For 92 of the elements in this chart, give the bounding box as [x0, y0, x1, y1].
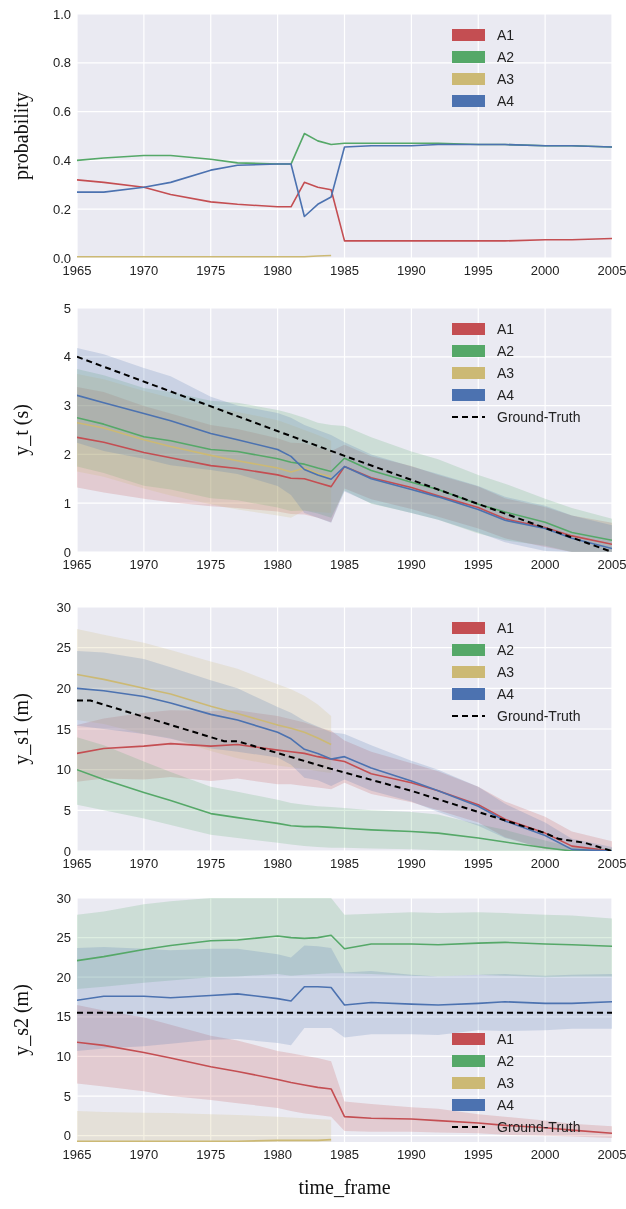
y-tick-label: 1 [63, 495, 71, 511]
x-tick-label: 1965 [62, 1147, 92, 1162]
x-tick-label: 2000 [530, 263, 560, 278]
y-tick-label: 1.0 [52, 6, 71, 22]
x-tick-label: 1970 [129, 263, 159, 278]
y-tick-label: 0.4 [52, 152, 71, 168]
legend-label: A1 [497, 620, 515, 636]
y-tick-label: 2 [63, 446, 71, 462]
x-tick-label: 1980 [263, 557, 293, 572]
y-axis-title: y_t (s) [10, 404, 33, 456]
legend-label: A3 [497, 71, 515, 87]
y-tick-label: 15 [56, 1009, 71, 1025]
x-tick-label: 1985 [330, 1147, 359, 1162]
legend-label: A2 [497, 49, 515, 65]
legend-label: A4 [497, 686, 515, 702]
x-tick-label: 2000 [530, 557, 560, 572]
legend-label: A1 [497, 27, 515, 43]
legend-label: A2 [497, 1053, 515, 1069]
x-tick-label: 1990 [396, 1147, 426, 1162]
y-tick-label: 10 [56, 1048, 71, 1064]
y-tick-label: 5 [63, 802, 71, 818]
legend-label: A2 [497, 642, 515, 658]
x-tick-label: 2000 [530, 856, 560, 871]
x-tick-label: 1975 [196, 856, 226, 871]
legend-label: A4 [497, 387, 515, 403]
x-tick-label: 1975 [196, 1147, 226, 1162]
x-tick-label: 1990 [396, 557, 426, 572]
x-tick-label: 1985 [330, 856, 359, 871]
y-tick-label: 10 [56, 762, 71, 778]
x-tick-label: 1970 [129, 557, 159, 572]
y-tick-label: 0.8 [52, 55, 71, 71]
x-tick-label: 1990 [396, 856, 426, 871]
y-tick-label: 0 [63, 1128, 71, 1144]
x-tick-label: 1995 [463, 1147, 493, 1162]
legend-label: A4 [497, 93, 515, 109]
y-axis-title: y_s1 (m) [10, 693, 33, 765]
x-tick-label: 1995 [463, 856, 493, 871]
y-tick-label: 15 [56, 721, 71, 737]
x-tick-label: 1985 [330, 263, 359, 278]
y-tick-label: 30 [56, 890, 71, 906]
legend-label: A3 [497, 365, 515, 381]
y-tick-label: 0.2 [52, 201, 71, 217]
line-series [77, 421, 332, 478]
x-tick-label: 2005 [597, 1147, 626, 1162]
legend-label: A4 [497, 1097, 515, 1113]
y-tick-label: 30 [56, 599, 71, 615]
y-tick-label: 0 [63, 843, 71, 859]
y-tick-label: 0.0 [52, 250, 71, 266]
x-tick-label: 1965 [62, 557, 92, 572]
x-tick-label: 2005 [597, 557, 626, 572]
x-tick-label: 1970 [129, 1147, 159, 1162]
y-tick-label: 0 [63, 544, 71, 560]
y-axis-title: probability [10, 92, 33, 180]
y-tick-label: 3 [63, 398, 71, 414]
legend-label: A1 [497, 321, 515, 337]
y-tick-label: 25 [56, 930, 71, 946]
y-tick-label: 25 [56, 640, 71, 656]
x-tick-label: 1985 [330, 557, 359, 572]
line-series [77, 179, 612, 242]
y-tick-label: 5 [63, 300, 71, 316]
x-tick-label: 1965 [62, 263, 92, 278]
legend-label: A1 [497, 1031, 515, 1047]
y-axis-title: y_s2 (m) [10, 984, 33, 1056]
y-tick-label: 4 [63, 349, 71, 365]
legend-label: A3 [497, 664, 515, 680]
x-tick-label: 1965 [62, 856, 92, 871]
x-tick-label: 2005 [597, 263, 626, 278]
line-series [77, 673, 332, 746]
legend-label: Ground-Truth [497, 708, 581, 724]
legend-label: Ground-Truth [497, 409, 581, 425]
y-tick-label: 0.6 [52, 104, 71, 120]
legend-label: A2 [497, 343, 515, 359]
x-tick-label: 1975 [196, 263, 226, 278]
x-tick-label: 2000 [530, 1147, 560, 1162]
line-series [77, 143, 612, 218]
y-tick-label: 20 [56, 969, 71, 985]
x-tick-label: 1995 [463, 263, 493, 278]
x-tick-label: 1980 [263, 263, 293, 278]
line-series [77, 436, 612, 545]
x-axis-title: time_frame [298, 1176, 391, 1198]
y-tick-label: 5 [63, 1088, 71, 1104]
line-series [77, 985, 612, 1006]
x-tick-label: 1970 [129, 856, 159, 871]
x-tick-label: 1980 [263, 856, 293, 871]
legend-label: A3 [497, 1075, 515, 1091]
line-series [77, 934, 612, 962]
x-tick-label: 2005 [597, 856, 626, 871]
x-tick-label: 1980 [263, 1147, 293, 1162]
x-tick-label: 1995 [463, 557, 493, 572]
x-tick-label: 1975 [196, 557, 226, 572]
x-tick-label: 1990 [396, 263, 426, 278]
y-tick-label: 20 [56, 680, 71, 696]
